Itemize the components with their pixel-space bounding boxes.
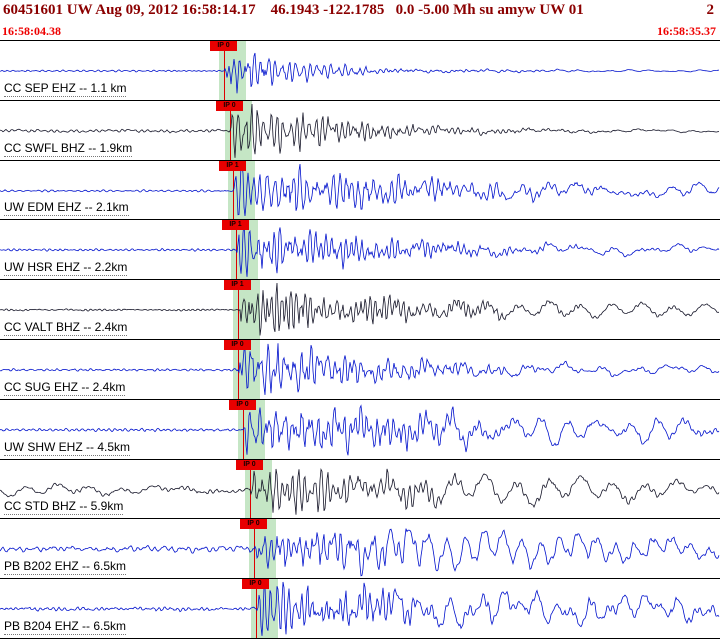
page-indicator: 2: [706, 2, 715, 18]
waveform[interactable]: [0, 340, 720, 400]
waveform[interactable]: [0, 400, 720, 460]
trace-row: IP 0 UW SHW EHZ -- 4.5km: [0, 399, 720, 460]
pick-flag[interactable]: IP 0: [210, 41, 237, 51]
pick-flag[interactable]: IP 0: [216, 100, 243, 111]
pick-time-line[interactable]: [236, 220, 237, 280]
pick-flag[interactable]: IP 0: [236, 459, 263, 470]
trace-row: IP 1 UW EDM EHZ -- 2.1km: [0, 160, 720, 221]
pick-flag[interactable]: IP 0: [224, 339, 251, 350]
waveform[interactable]: [0, 280, 720, 340]
event-header: 60451601 UW Aug 09, 2012 16:58:14.17 46.…: [0, 0, 720, 24]
waveform[interactable]: [0, 101, 720, 161]
waveform-trace-list: IP 0 CC SEP EHZ -- 1.1 km IP 0 CC SWFL BHZ …: [0, 40, 720, 639]
station-label[interactable]: CC VALT BHZ -- 2.4km: [4, 319, 128, 336]
trace-row: IP 0 CC SWFL BHZ -- 1.9km: [0, 100, 720, 161]
station-label[interactable]: UW HSR EHZ -- 2.2km: [4, 260, 128, 277]
trace-row: IP 1 UW HSR EHZ -- 2.2km: [0, 220, 720, 281]
trace-row: IP 1 CC VALT BHZ -- 2.4km: [0, 280, 720, 340]
pick-time-line[interactable]: [256, 579, 257, 638]
waveform[interactable]: [0, 220, 720, 280]
pick-flag[interactable]: IP 0: [229, 399, 256, 410]
trace-row: IP 0 PB B204 EHZ -- 6.5km: [0, 579, 720, 639]
pick-time-line[interactable]: [238, 280, 239, 339]
window-end-time: 16:58:35.37: [657, 24, 716, 38]
station-label[interactable]: CC SEP EHZ -- 1.1 km: [4, 80, 127, 97]
station-label[interactable]: UW EDM EHZ -- 2.1km: [4, 200, 129, 217]
waveform[interactable]: [0, 579, 720, 639]
pick-time-line[interactable]: [238, 339, 239, 399]
trace-row: IP 0 CC STD BHZ -- 5.9km: [0, 459, 720, 520]
station-label[interactable]: PB B202 EHZ -- 6.5km: [4, 559, 127, 576]
pick-flag[interactable]: IP 1: [224, 280, 251, 291]
pick-time-line[interactable]: [250, 459, 251, 519]
window-start-time: 16:58:04.38: [2, 24, 61, 38]
waveform[interactable]: [0, 519, 720, 579]
waveform[interactable]: [0, 161, 720, 221]
event-summary-text: 60451601 UW Aug 09, 2012 16:58:14.17 46.…: [3, 2, 584, 18]
pick-flag[interactable]: IP 1: [219, 160, 246, 171]
trace-row: IP 0 CC SEP EHZ -- 1.1 km: [0, 41, 720, 101]
pick-flag[interactable]: IP 0: [242, 579, 269, 590]
station-label[interactable]: PB B204 EHZ -- 6.5km: [4, 618, 127, 635]
trace-row: IP 0 CC SUG EHZ -- 2.4km: [0, 339, 720, 400]
station-label[interactable]: UW SHW EHZ -- 4.5km: [4, 439, 130, 456]
pick-flag[interactable]: IP 1: [222, 220, 249, 231]
pick-flag[interactable]: IP 0: [240, 519, 267, 530]
station-label[interactable]: CC SUG EHZ -- 2.4km: [4, 379, 126, 396]
waveform[interactable]: [0, 460, 720, 520]
time-window-header: 16:58:04.38 16:58:35.37: [0, 24, 720, 39]
station-label[interactable]: CC SWFL BHZ -- 1.9km: [4, 140, 133, 157]
waveform[interactable]: [0, 41, 720, 101]
trace-row: IP 0 PB B202 EHZ -- 6.5km: [0, 519, 720, 580]
station-label[interactable]: CC STD BHZ -- 5.9km: [4, 499, 124, 516]
